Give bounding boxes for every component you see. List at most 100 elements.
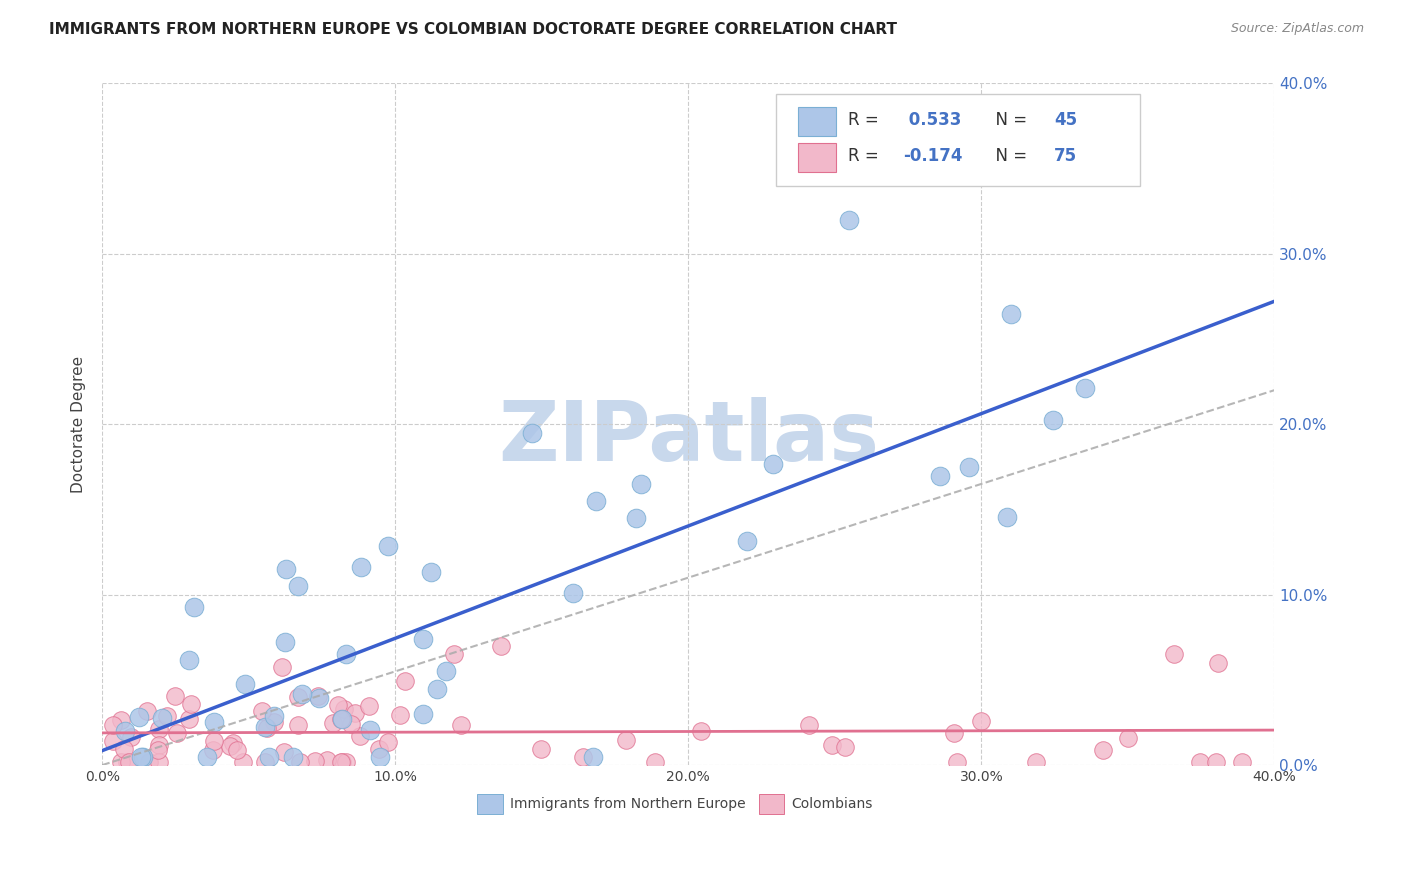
Point [572,750,595,764]
Point [367,741,389,756]
Point [252,705,274,719]
Point [146,742,169,756]
Point [624,511,647,525]
Point [287,718,309,732]
Point [343,706,366,721]
Point [263,709,285,723]
FancyBboxPatch shape [799,107,837,136]
Point [274,562,297,576]
Point [291,687,314,701]
Point [195,749,218,764]
Point [970,714,993,728]
Point [943,726,966,740]
Point [330,712,353,726]
Point [530,741,553,756]
Point [287,690,309,705]
Text: 0.533: 0.533 [903,111,962,128]
Point [120,730,142,744]
Point [283,749,305,764]
Point [326,698,349,712]
Point [256,721,278,735]
Text: N =: N = [984,147,1032,165]
Point [614,733,637,747]
Point [156,708,179,723]
Point [177,653,200,667]
Point [690,724,713,739]
Point [131,749,153,764]
Point [1000,306,1022,320]
Point [202,715,225,730]
Point [263,714,285,729]
Point [136,705,159,719]
Point [316,753,339,767]
FancyBboxPatch shape [477,794,503,814]
Point [148,738,170,752]
Point [562,585,585,599]
Text: -0.174: -0.174 [903,147,962,165]
Text: N =: N = [984,111,1032,128]
Point [335,755,357,769]
Point [103,718,125,732]
Point [945,755,967,769]
Point [368,749,391,764]
Point [114,723,136,738]
Point [274,635,297,649]
Point [520,425,543,440]
Point [177,712,200,726]
Point [148,755,170,769]
Point [630,477,652,491]
Text: 45: 45 [1054,111,1077,128]
Point [426,681,449,696]
Text: Colombians: Colombians [792,797,873,811]
Point [330,755,353,769]
Point [820,739,842,753]
Point [118,755,141,769]
Point [201,743,224,757]
Point [1188,755,1211,769]
Point [359,723,381,737]
Point [412,707,434,722]
Point [1042,413,1064,427]
Point [1230,755,1253,769]
Point [233,676,256,690]
Point [112,742,135,756]
Point [110,713,132,727]
Point [304,755,326,769]
Point [180,698,202,712]
Point [1091,743,1114,757]
Point [307,689,329,703]
Point [1116,731,1139,746]
Point [221,736,243,750]
Point [377,539,399,553]
Text: Source: ZipAtlas.com: Source: ZipAtlas.com [1230,22,1364,36]
Point [957,459,980,474]
Point [443,648,465,662]
Point [585,494,607,508]
Point [329,755,352,769]
Point [148,723,170,737]
Point [329,712,352,726]
Point [1205,755,1227,769]
Y-axis label: Doctorate Degree: Doctorate Degree [72,356,86,493]
Text: R =: R = [848,111,884,128]
Point [349,729,371,743]
Point [129,749,152,764]
Point [838,212,860,227]
Text: R =: R = [848,147,884,165]
Point [491,639,513,653]
Point [219,739,242,753]
Point [359,698,381,713]
Point [166,726,188,740]
Point [110,755,132,769]
Point [138,755,160,769]
Point [394,673,416,688]
Point [232,755,254,769]
Point [735,534,758,549]
Point [1025,755,1047,769]
Point [412,632,434,646]
Point [350,560,373,574]
Point [644,755,666,769]
Point [929,468,952,483]
Point [797,718,820,732]
Point [183,600,205,615]
